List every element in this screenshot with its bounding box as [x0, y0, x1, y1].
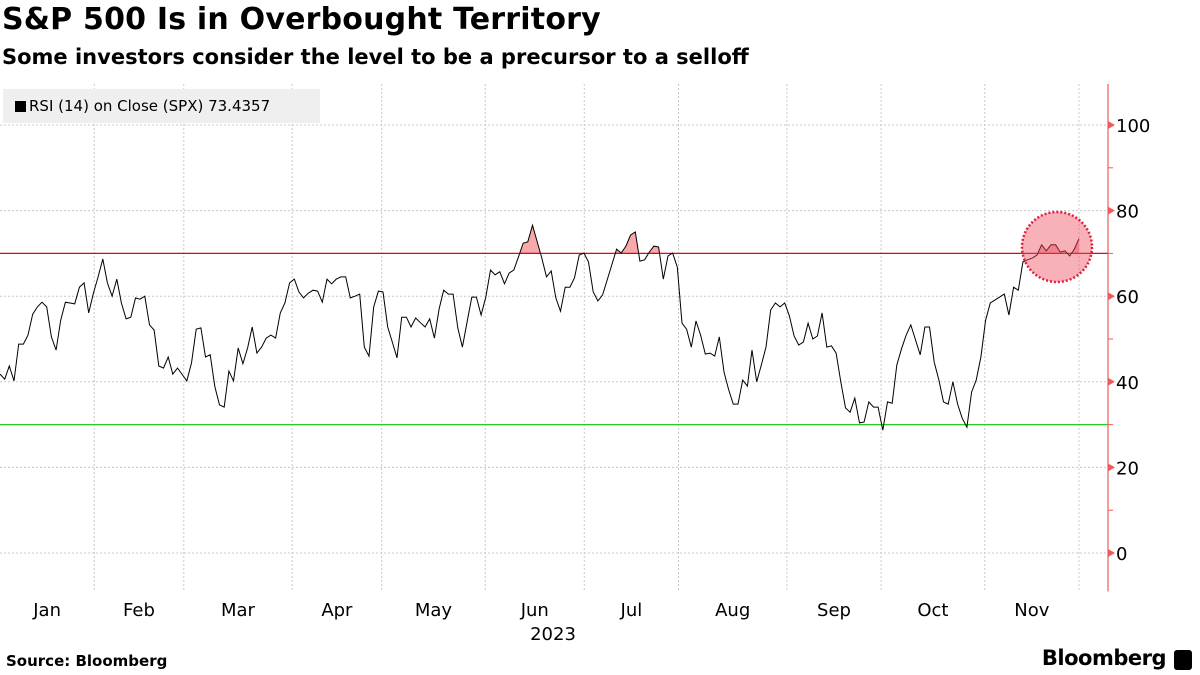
x-tick-label: Aug [715, 600, 750, 621]
x-tick-label: Jan [32, 600, 61, 621]
legend-label: RSI (14) on Close (SPX) 73.4357 [29, 97, 271, 115]
x-tick-label: May [415, 600, 453, 621]
y-tick-label: 60 [1116, 287, 1139, 308]
legend: RSI (14) on Close (SPX) 73.4357 [3, 89, 320, 123]
overbought-area [519, 225, 1079, 254]
y-tick [1108, 206, 1115, 215]
rsi-line [0, 223, 1080, 431]
bloomberg-logo: Bloomberg [1041, 646, 1167, 670]
x-tick-label: Jun [520, 600, 549, 621]
x-tick-label: Oct [917, 600, 948, 621]
y-tick [1108, 549, 1115, 557]
y-tick [1108, 121, 1115, 129]
legend-swatch [15, 101, 26, 112]
y-tick-label: 20 [1116, 458, 1139, 479]
x-tick-label: Jul [620, 600, 643, 621]
highlight-circle [1020, 210, 1094, 284]
gridlines [0, 84, 1108, 592]
y-tick [1108, 463, 1115, 472]
bloomberg-chart-icon [1174, 650, 1192, 670]
y-tick-label: 100 [1116, 116, 1150, 137]
x-axis-year-label: 2023 [530, 624, 576, 645]
y-tick-label: 0 [1116, 544, 1127, 565]
y-tick [1108, 292, 1115, 301]
y-axis: 0 20 40 60 80 100 [1107, 84, 1150, 592]
y-tick-label: 40 [1116, 373, 1139, 394]
chart-title: S&P 500 Is in Overbought Territory [2, 2, 601, 37]
x-tick-label: Nov [1014, 600, 1049, 621]
x-tick-label: Sep [817, 600, 851, 621]
rsi-series [0, 223, 1080, 431]
chart-subtitle: Some investors consider the level to be … [2, 45, 749, 69]
y-tick-label: 80 [1116, 202, 1139, 223]
overbought-fill [519, 225, 1079, 254]
x-tick-label: Apr [321, 600, 353, 621]
source-note: Source: Bloomberg [6, 652, 168, 670]
x-tick-label: Mar [221, 600, 256, 621]
y-tick [1108, 377, 1115, 386]
x-axis: Jan Feb Mar Apr May Jun Jul Aug Sep Oct Nov [32, 600, 1050, 621]
x-tick-label: Feb [123, 600, 155, 621]
